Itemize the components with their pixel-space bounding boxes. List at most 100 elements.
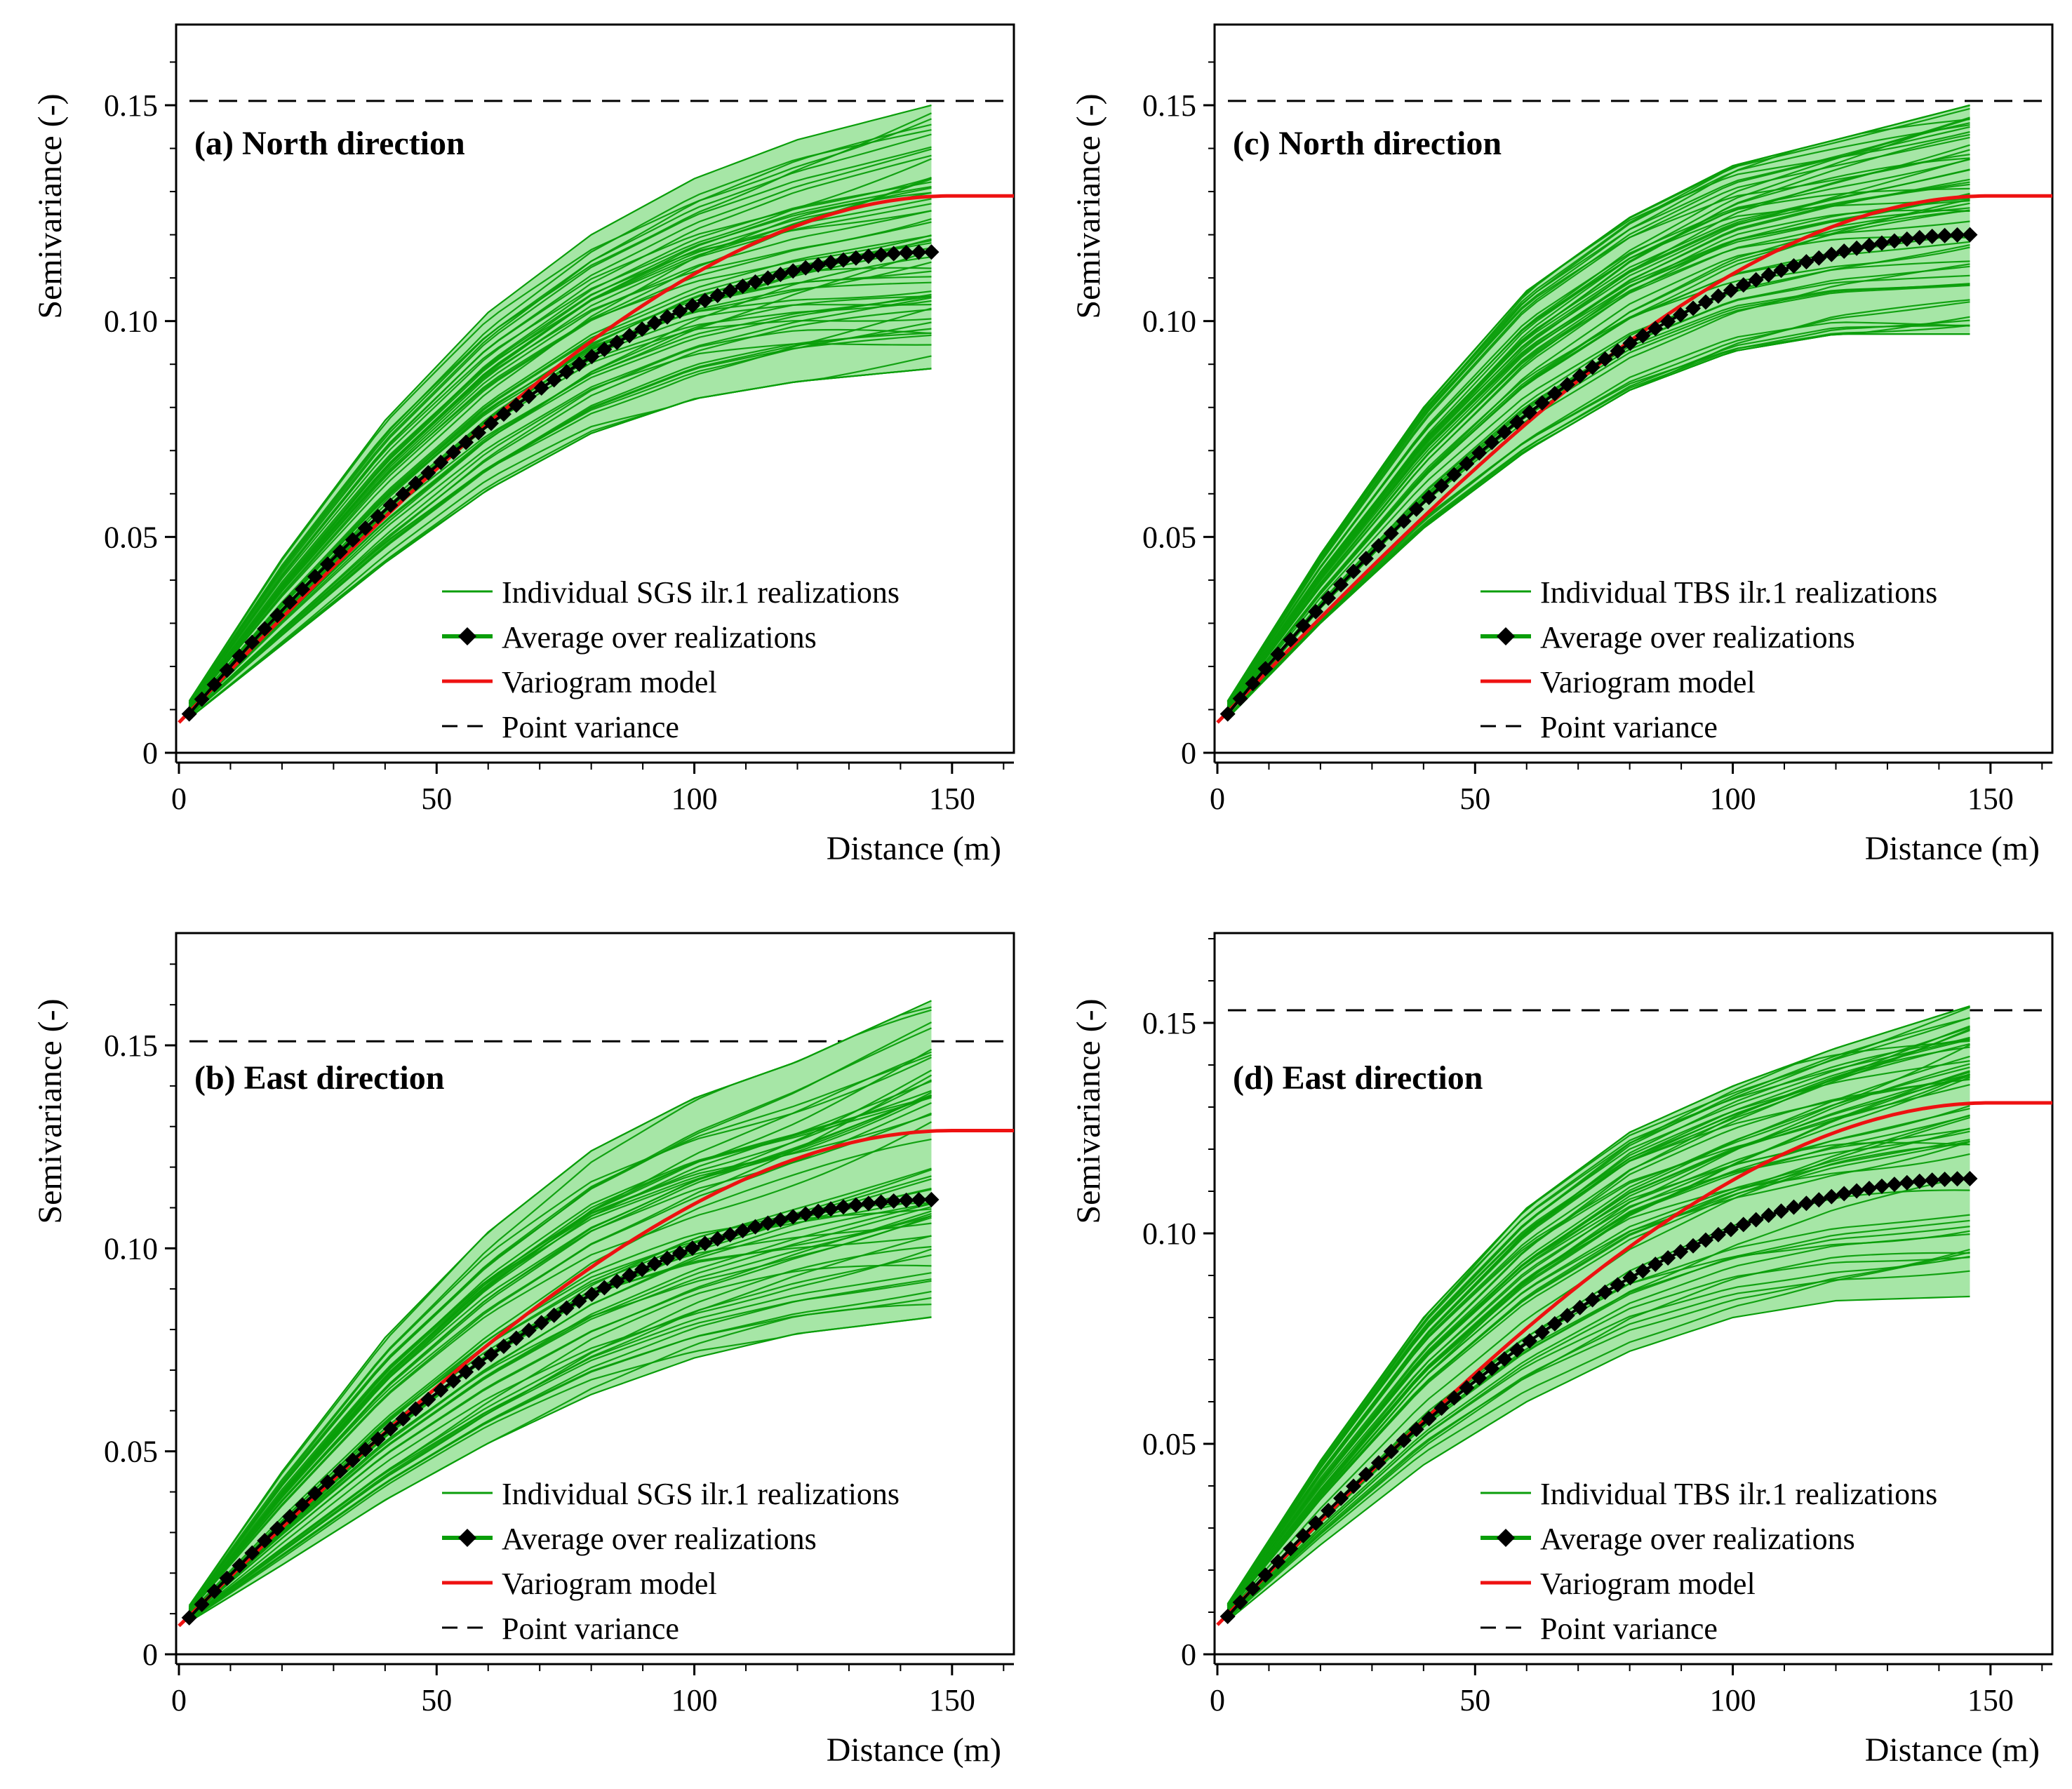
average-marker (1949, 227, 1965, 243)
realization-line (1227, 187, 1970, 707)
average-marker (433, 455, 449, 471)
average-marker (1245, 676, 1261, 692)
average-marker (521, 1322, 537, 1339)
average-marker (1635, 1263, 1651, 1279)
average-marker (923, 1191, 940, 1207)
legend-model-label: Variogram model (1540, 665, 1756, 699)
average-marker (1886, 233, 1902, 249)
average-marker (1760, 1207, 1777, 1224)
panel-title: (b) East direction (194, 1059, 444, 1097)
average-marker (1572, 368, 1588, 384)
average-marker (1937, 1172, 1953, 1188)
average-marker (1949, 1171, 1965, 1187)
average-marker (1760, 267, 1777, 283)
average-marker (332, 1463, 348, 1479)
realization-line (1227, 1295, 1970, 1621)
average-marker (458, 1364, 474, 1380)
average-marker (1283, 1541, 1299, 1557)
average-marker (873, 247, 889, 263)
average-marker (1232, 1595, 1248, 1611)
average-marker (1345, 563, 1361, 579)
average-marker (295, 581, 311, 597)
average-marker (647, 315, 663, 331)
average-marker (319, 556, 335, 572)
average-marker (471, 1355, 487, 1372)
average-marker (898, 245, 914, 261)
average-marker (1358, 551, 1374, 567)
realization-line (1227, 133, 1970, 706)
average-marker (1509, 1342, 1525, 1358)
average-marker (1873, 235, 1890, 251)
average-marker (1610, 1277, 1626, 1293)
average-marker (747, 274, 763, 290)
average-marker (495, 406, 512, 422)
average-marker (785, 263, 801, 279)
realization-line (1227, 1055, 1970, 1609)
average-marker (1660, 1249, 1676, 1266)
realization-line (1227, 1270, 1970, 1619)
legend-average-label: Average over realizations (1540, 1522, 1855, 1556)
realization-line (188, 297, 932, 715)
average-marker (495, 1339, 512, 1355)
legend-realizations-label: Individual SGS ilr.1 realizations (502, 575, 900, 610)
average-marker (1597, 351, 1613, 367)
x-axis-label: Distance (m) (827, 1731, 1001, 1769)
average-marker (1798, 254, 1814, 270)
average-marker (622, 328, 638, 344)
average-marker (282, 1508, 298, 1525)
average-marker (345, 1452, 361, 1468)
average-marker (885, 246, 902, 262)
average-marker (319, 1474, 335, 1490)
average-marker (697, 293, 713, 309)
average-marker (860, 1195, 876, 1212)
average-marker (546, 372, 562, 388)
average-marker (232, 648, 248, 664)
legend-realizations-label: Individual TBS ilr.1 realizations (1540, 575, 1937, 610)
average-marker (1534, 395, 1550, 411)
realization-line (188, 118, 932, 702)
average-marker (1685, 1238, 1702, 1254)
average-marker (1446, 1390, 1462, 1406)
average-marker (1333, 1490, 1349, 1506)
average-marker (622, 1267, 638, 1283)
realization-line (189, 1280, 932, 1621)
x-tick-label: 0 (171, 1683, 187, 1717)
realization-line (188, 250, 932, 713)
average-marker (810, 257, 827, 273)
average-marker (1396, 1432, 1412, 1448)
average-marker (1270, 1554, 1286, 1570)
realization-line (1227, 1038, 1970, 1607)
average-marker (307, 568, 323, 584)
average-marker (873, 1194, 889, 1210)
realization-line (189, 368, 932, 719)
average-marker (1257, 661, 1274, 677)
realization-line (188, 234, 932, 711)
average-marker (1635, 328, 1651, 344)
realization-line (188, 133, 932, 704)
average-marker (446, 444, 462, 460)
average-marker (1660, 314, 1676, 330)
average-marker (219, 662, 235, 678)
realization-line (188, 309, 932, 716)
realization-line (188, 203, 932, 708)
realization-line (1227, 1219, 1970, 1617)
realization-line (1227, 124, 1970, 703)
realization-line (1227, 1006, 1970, 1605)
average-marker (1308, 603, 1324, 619)
average-marker (671, 1245, 688, 1261)
average-marker (1748, 1212, 1764, 1228)
average-marker (1370, 1455, 1386, 1471)
x-tick-label: 100 (1710, 782, 1756, 816)
realization-line (1227, 321, 1970, 718)
average-marker (1484, 1360, 1500, 1376)
average-marker (1685, 300, 1702, 316)
realization-line (188, 328, 932, 717)
legend-point-variance-label: Point variance (1540, 1612, 1718, 1646)
realization-line (188, 1217, 932, 1618)
average-marker (1899, 1174, 1915, 1191)
realization-line (1227, 1127, 1970, 1612)
average-marker (1811, 1192, 1827, 1208)
average-marker (659, 1250, 675, 1266)
realization-line (1227, 1252, 1970, 1619)
